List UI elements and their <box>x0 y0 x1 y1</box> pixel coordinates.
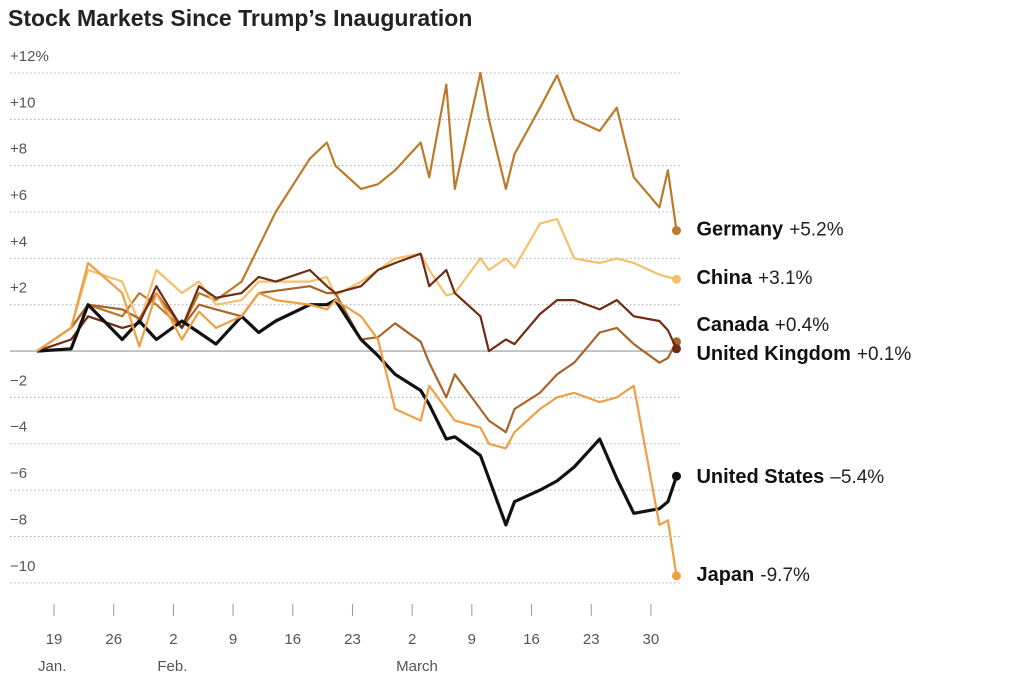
y-tick-label: +12% <box>10 48 49 65</box>
legend-name: Canada <box>696 314 769 336</box>
x-month-label: Jan. <box>38 658 66 675</box>
x-month-label: Feb. <box>157 658 187 675</box>
x-tick-label: 19 <box>46 631 63 648</box>
series-label: China +3.1% <box>696 268 812 290</box>
y-tick-label: −8 <box>10 511 27 528</box>
y-tick-label: +6 <box>10 187 27 204</box>
series-label: Germany +5.2% <box>696 219 843 241</box>
end-marker <box>671 571 681 581</box>
legend-name: United Kingdom <box>696 343 850 365</box>
series-line <box>36 285 678 434</box>
series-line <box>36 298 679 527</box>
y-tick-label: −6 <box>10 465 27 482</box>
end-marker <box>671 471 681 481</box>
series-label: United Kingdom +0.1% <box>696 343 911 365</box>
end-value-label: +0.4% <box>775 315 830 336</box>
legend-name: Japan <box>696 564 754 586</box>
x-tick-label: 16 <box>523 631 540 648</box>
series-label: United States –5.4% <box>696 467 884 489</box>
end-value-label: +5.2% <box>789 220 844 241</box>
end-marker <box>671 344 681 354</box>
legend-name: Germany <box>696 219 784 241</box>
x-tick-label: 26 <box>105 631 122 648</box>
end-marker <box>671 274 681 284</box>
end-marker <box>671 226 681 236</box>
chart-title: Stock Markets Since Trump’s Inauguration <box>8 5 472 31</box>
series-label: Canada +0.4% <box>696 314 829 336</box>
legend-name: China <box>696 268 752 290</box>
x-tick-label: 2 <box>169 631 177 648</box>
x-tick-label: 23 <box>583 631 600 648</box>
series-line <box>36 252 678 353</box>
y-tick-label: −4 <box>10 419 27 436</box>
y-tick-label: +10 <box>10 94 35 111</box>
y-tick-label: +4 <box>10 233 27 250</box>
y-tick-label: −2 <box>10 372 27 389</box>
series-line <box>36 71 678 353</box>
x-tick-label: 9 <box>468 631 476 648</box>
y-tick-label: +2 <box>10 280 27 297</box>
x-tick-label: 23 <box>344 631 361 648</box>
y-tick-label: −10 <box>10 558 35 575</box>
end-value-label: +3.1% <box>758 268 813 289</box>
end-value-label: -9.7% <box>760 565 810 586</box>
y-tick-label: +8 <box>10 141 27 158</box>
x-tick-label: 16 <box>284 631 301 648</box>
x-tick-label: 30 <box>643 631 660 648</box>
series-line <box>36 217 677 353</box>
series-line <box>36 261 678 577</box>
x-month-label: March <box>396 658 438 675</box>
legend-name: United States <box>696 467 824 489</box>
series-label: Japan -9.7% <box>696 564 810 586</box>
x-tick-label: 9 <box>229 631 237 648</box>
x-tick-label: 2 <box>408 631 416 648</box>
end-value-label: +0.1% <box>857 344 912 365</box>
end-value-label: –5.4% <box>830 467 884 488</box>
